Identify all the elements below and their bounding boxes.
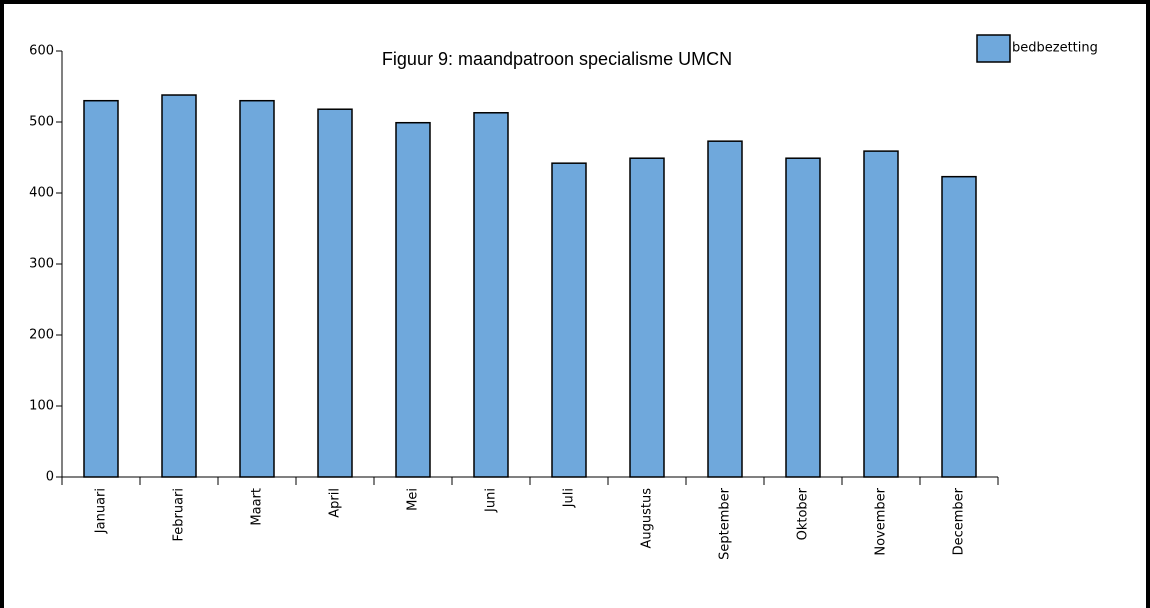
bar	[395, 121, 431, 478]
bar	[161, 94, 197, 478]
bar	[707, 140, 743, 478]
x-tick-label: September	[718, 487, 733, 560]
x-tick-label: Juni	[484, 488, 499, 513]
y-tick-label: 200	[29, 328, 54, 343]
bar	[941, 175, 977, 478]
y-tick-label: 400	[29, 186, 54, 201]
y-tick-label: 300	[29, 257, 54, 272]
legend-label: bedbezetting	[1012, 41, 1098, 56]
y-tick-label: 0	[46, 470, 54, 485]
bar	[317, 108, 353, 478]
bar	[785, 157, 821, 478]
y-tick-label: 500	[29, 115, 54, 130]
chart-title: Figuur 9: maandpatroon specialisme UMCN	[382, 49, 732, 69]
bar	[551, 162, 587, 478]
x-tick-label: Juli	[562, 488, 577, 508]
x-tick-label: Mei	[406, 488, 421, 511]
x-tick-label: Februari	[172, 488, 187, 542]
bar	[83, 99, 119, 478]
legend-swatch	[976, 34, 1011, 63]
x-tick-label: Maart	[250, 488, 265, 526]
x-tick-label: Oktober	[796, 487, 811, 540]
x-tick-label: December	[952, 487, 967, 555]
x-tick-label: November	[874, 487, 889, 555]
bar	[629, 157, 665, 478]
y-tick-label: 600	[29, 44, 54, 59]
x-tick-label: April	[328, 488, 343, 518]
x-tick-label: Januari	[94, 488, 109, 534]
bar	[473, 112, 509, 478]
bar	[863, 150, 899, 478]
y-tick-label: 100	[29, 399, 54, 414]
bar	[239, 99, 275, 478]
x-tick-label: Augustus	[640, 488, 655, 549]
